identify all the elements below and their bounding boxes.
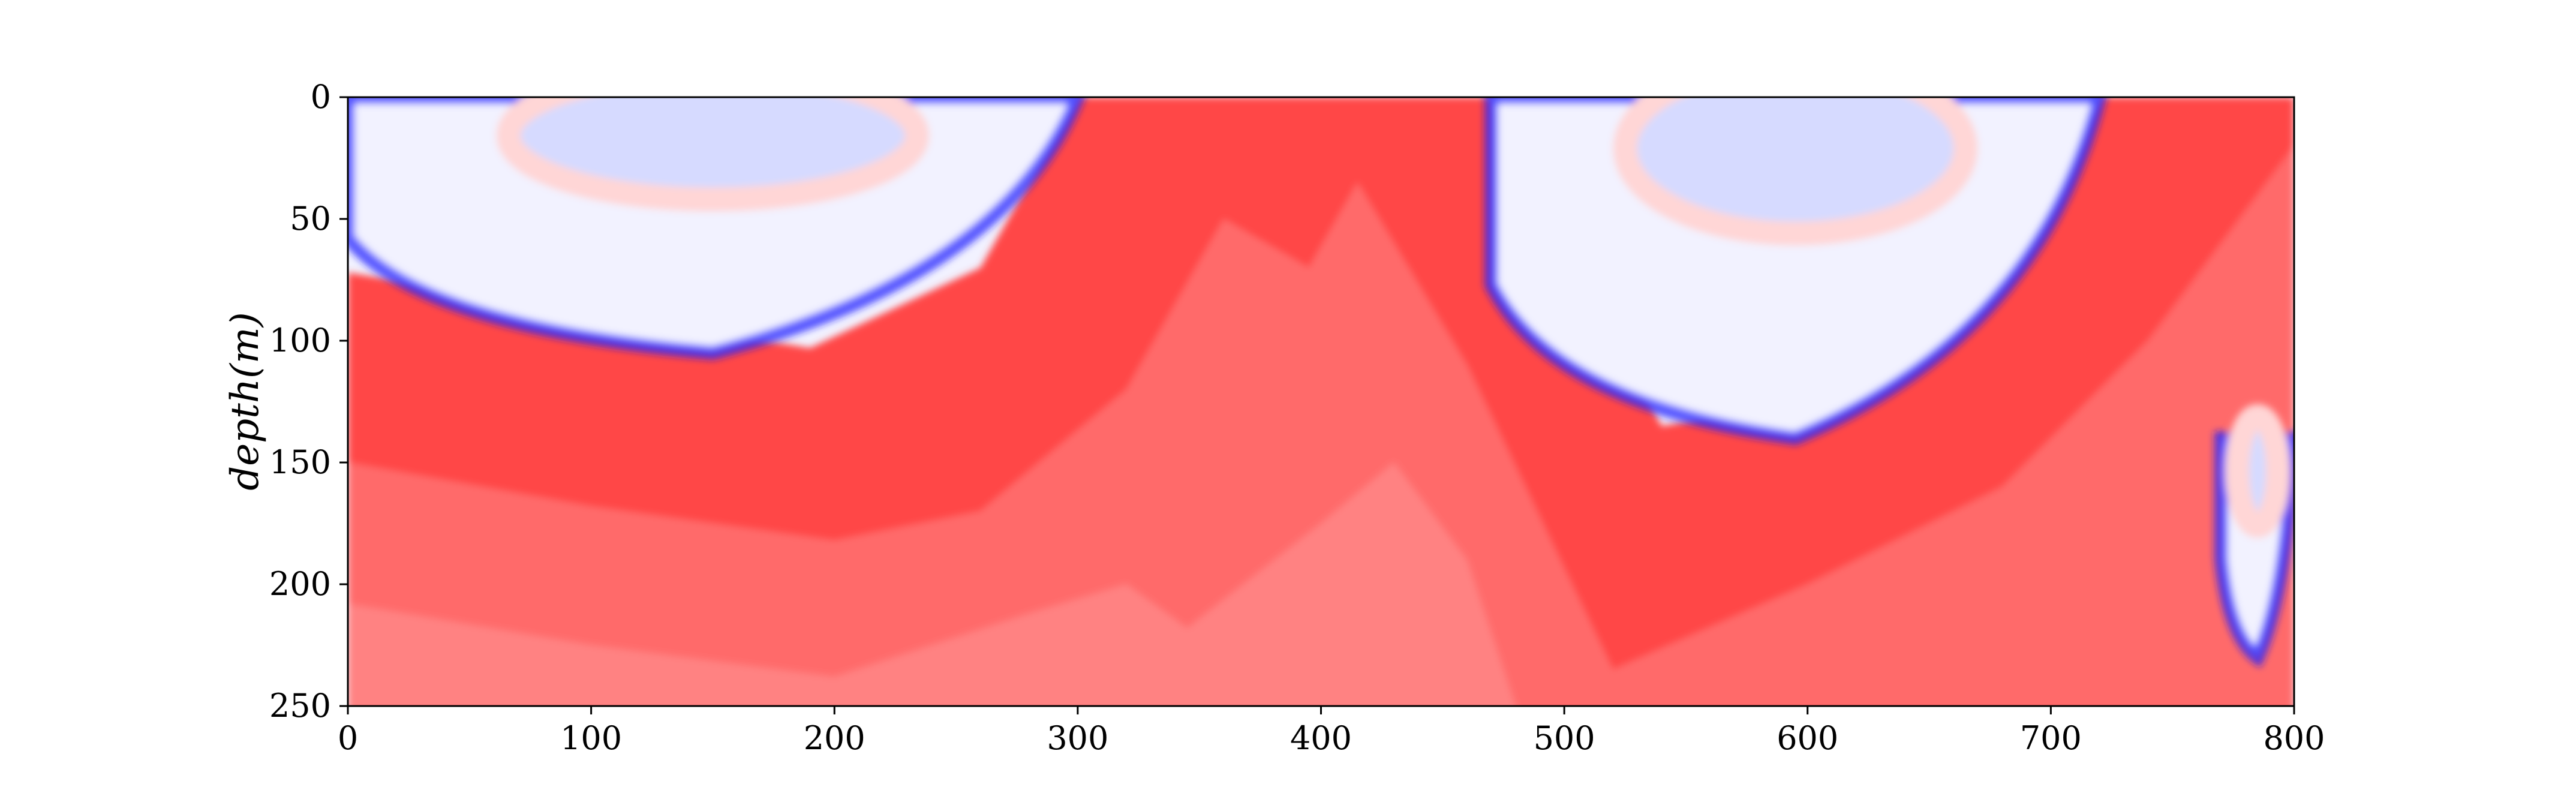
y-tick-label: 200	[269, 565, 331, 603]
y-axis-label: depth(m)	[223, 312, 267, 490]
x-tick-label: 200	[804, 719, 865, 757]
y-tick-label: 250	[269, 687, 331, 725]
x-tick-label: 500	[1534, 719, 1595, 757]
y-tick-label: 150	[269, 443, 331, 481]
heatmap-bands	[348, 97, 2294, 706]
x-tick-label: 300	[1047, 719, 1108, 757]
x-axis: 0 100 200 300 400 500 600 700 800	[338, 706, 2325, 757]
y-tick-label: 50	[290, 200, 331, 238]
y-tick-label: 0	[311, 78, 331, 116]
x-tick-label: 400	[1290, 719, 1352, 757]
x-tick-label: 600	[1777, 719, 1838, 757]
inner-lobe-1	[496, 97, 930, 212]
inner-lobe-3	[2225, 404, 2291, 538]
y-tick-label: 100	[269, 322, 331, 359]
band-medium_red	[348, 146, 2294, 706]
x-tick-label: 700	[2020, 719, 2082, 757]
band-light_red	[348, 462, 1516, 706]
x-tick-label: 800	[2263, 719, 2325, 757]
inner-lobe-2	[1613, 97, 1978, 246]
x-tick-label: 100	[560, 719, 622, 757]
y-axis: 0 50 100 150 200 250	[269, 78, 348, 725]
x-tick-label: 0	[338, 719, 358, 757]
plot-area	[348, 97, 2294, 706]
heatmap-blue-lobes	[348, 97, 2294, 668]
